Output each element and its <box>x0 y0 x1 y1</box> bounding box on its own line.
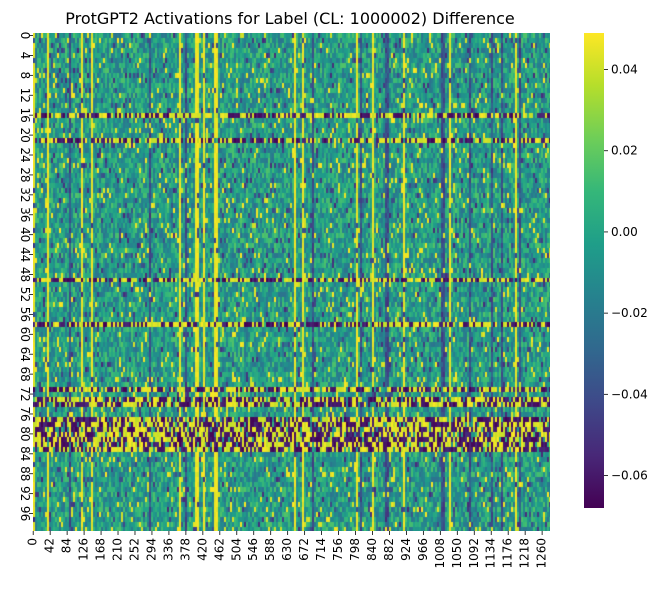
y-tick-label: 92 <box>18 486 32 501</box>
y-tick-label: 28 <box>18 167 32 182</box>
x-tick-label: 1260 <box>535 538 549 569</box>
x-tick-label: 630 <box>280 538 294 561</box>
heatmap-area <box>33 33 550 531</box>
colorbar-tick-label: 0.00 <box>611 225 638 239</box>
x-tick-label: 420 <box>195 538 209 561</box>
y-tick-label: 80 <box>18 426 32 441</box>
y-tick-label: 84 <box>18 446 32 461</box>
x-tick-label: 714 <box>314 538 328 561</box>
x-tick-label: 798 <box>348 538 362 561</box>
x-tick-label: 966 <box>416 538 430 561</box>
y-tick-label: 88 <box>18 466 32 481</box>
y-tick-label: 60 <box>18 327 32 342</box>
x-tick-label: 840 <box>365 538 379 561</box>
y-tick-label: 36 <box>18 207 32 222</box>
y-tick-label: 64 <box>18 347 32 362</box>
y-tick-label: 96 <box>18 506 32 521</box>
y-tick-label: 40 <box>18 227 32 242</box>
y-axis: 0481216202428323640444852566064687276808… <box>18 32 33 521</box>
x-tick-label: 252 <box>127 538 141 561</box>
colorbar: 0.04 0.02 0.00 −0.02 −0.04 −0.06 <box>584 33 648 508</box>
y-tick-label: 72 <box>18 386 32 401</box>
y-tick-label: 56 <box>18 307 32 322</box>
x-tick-label: 42 <box>43 538 57 553</box>
x-tick-label: 1134 <box>484 538 498 569</box>
colorbar-tick-label: −0.06 <box>611 469 648 483</box>
y-tick-label: 20 <box>18 127 32 142</box>
y-tick-label: 4 <box>18 52 32 60</box>
x-tick-label: 0 <box>26 538 40 546</box>
x-tick-label: 210 <box>111 538 125 561</box>
y-tick-label: 0 <box>18 32 32 40</box>
x-tick-label: 1050 <box>450 538 464 569</box>
x-tick-label: 504 <box>229 538 243 561</box>
y-tick-label: 8 <box>18 72 32 80</box>
colorbar-tick-label: −0.04 <box>611 387 648 401</box>
x-tick-label: 378 <box>178 538 192 561</box>
x-tick-label: 336 <box>161 538 175 561</box>
x-tick-label: 924 <box>399 538 413 561</box>
y-tick-label: 76 <box>18 406 32 421</box>
heatmap-cells <box>33 33 550 531</box>
y-tick-label: 44 <box>18 247 32 262</box>
x-tick-label: 1092 <box>467 538 481 569</box>
x-tick-label: 126 <box>77 538 91 561</box>
x-tick-label: 588 <box>263 538 277 561</box>
y-tick-label: 16 <box>18 108 32 123</box>
y-tick-label: 32 <box>18 187 32 202</box>
x-tick-label: 546 <box>246 538 260 561</box>
y-tick-label: 52 <box>18 287 32 302</box>
colorbar-tick-label: 0.02 <box>611 144 638 158</box>
colorbar-tick-label: 0.04 <box>611 63 638 77</box>
colorbar-tick-label: −0.02 <box>611 306 648 320</box>
x-tick-label: 168 <box>94 538 108 561</box>
x-tick-label: 756 <box>331 538 345 561</box>
colorbar-gradient <box>584 33 604 508</box>
x-tick-label: 672 <box>297 538 311 561</box>
x-axis: 0 42 84 126 168 210 252 294 336 378 420 462 504 546 58… <box>26 531 549 569</box>
x-tick-label: 84 <box>60 538 74 553</box>
x-tick-label: 1176 <box>501 538 515 569</box>
x-tick-label: 882 <box>382 538 396 561</box>
y-tick-label: 48 <box>18 267 32 282</box>
y-tick-label: 68 <box>18 366 32 381</box>
x-tick-label: 294 <box>144 538 158 561</box>
y-tick-label: 24 <box>18 147 32 162</box>
x-tick-label: 1218 <box>518 538 532 569</box>
y-tick-label: 12 <box>18 88 32 103</box>
chart-title: ProtGPT2 Activations for Label (CL: 1000… <box>65 9 514 28</box>
x-tick-label: 1008 <box>433 538 447 569</box>
x-tick-label: 462 <box>212 538 226 561</box>
